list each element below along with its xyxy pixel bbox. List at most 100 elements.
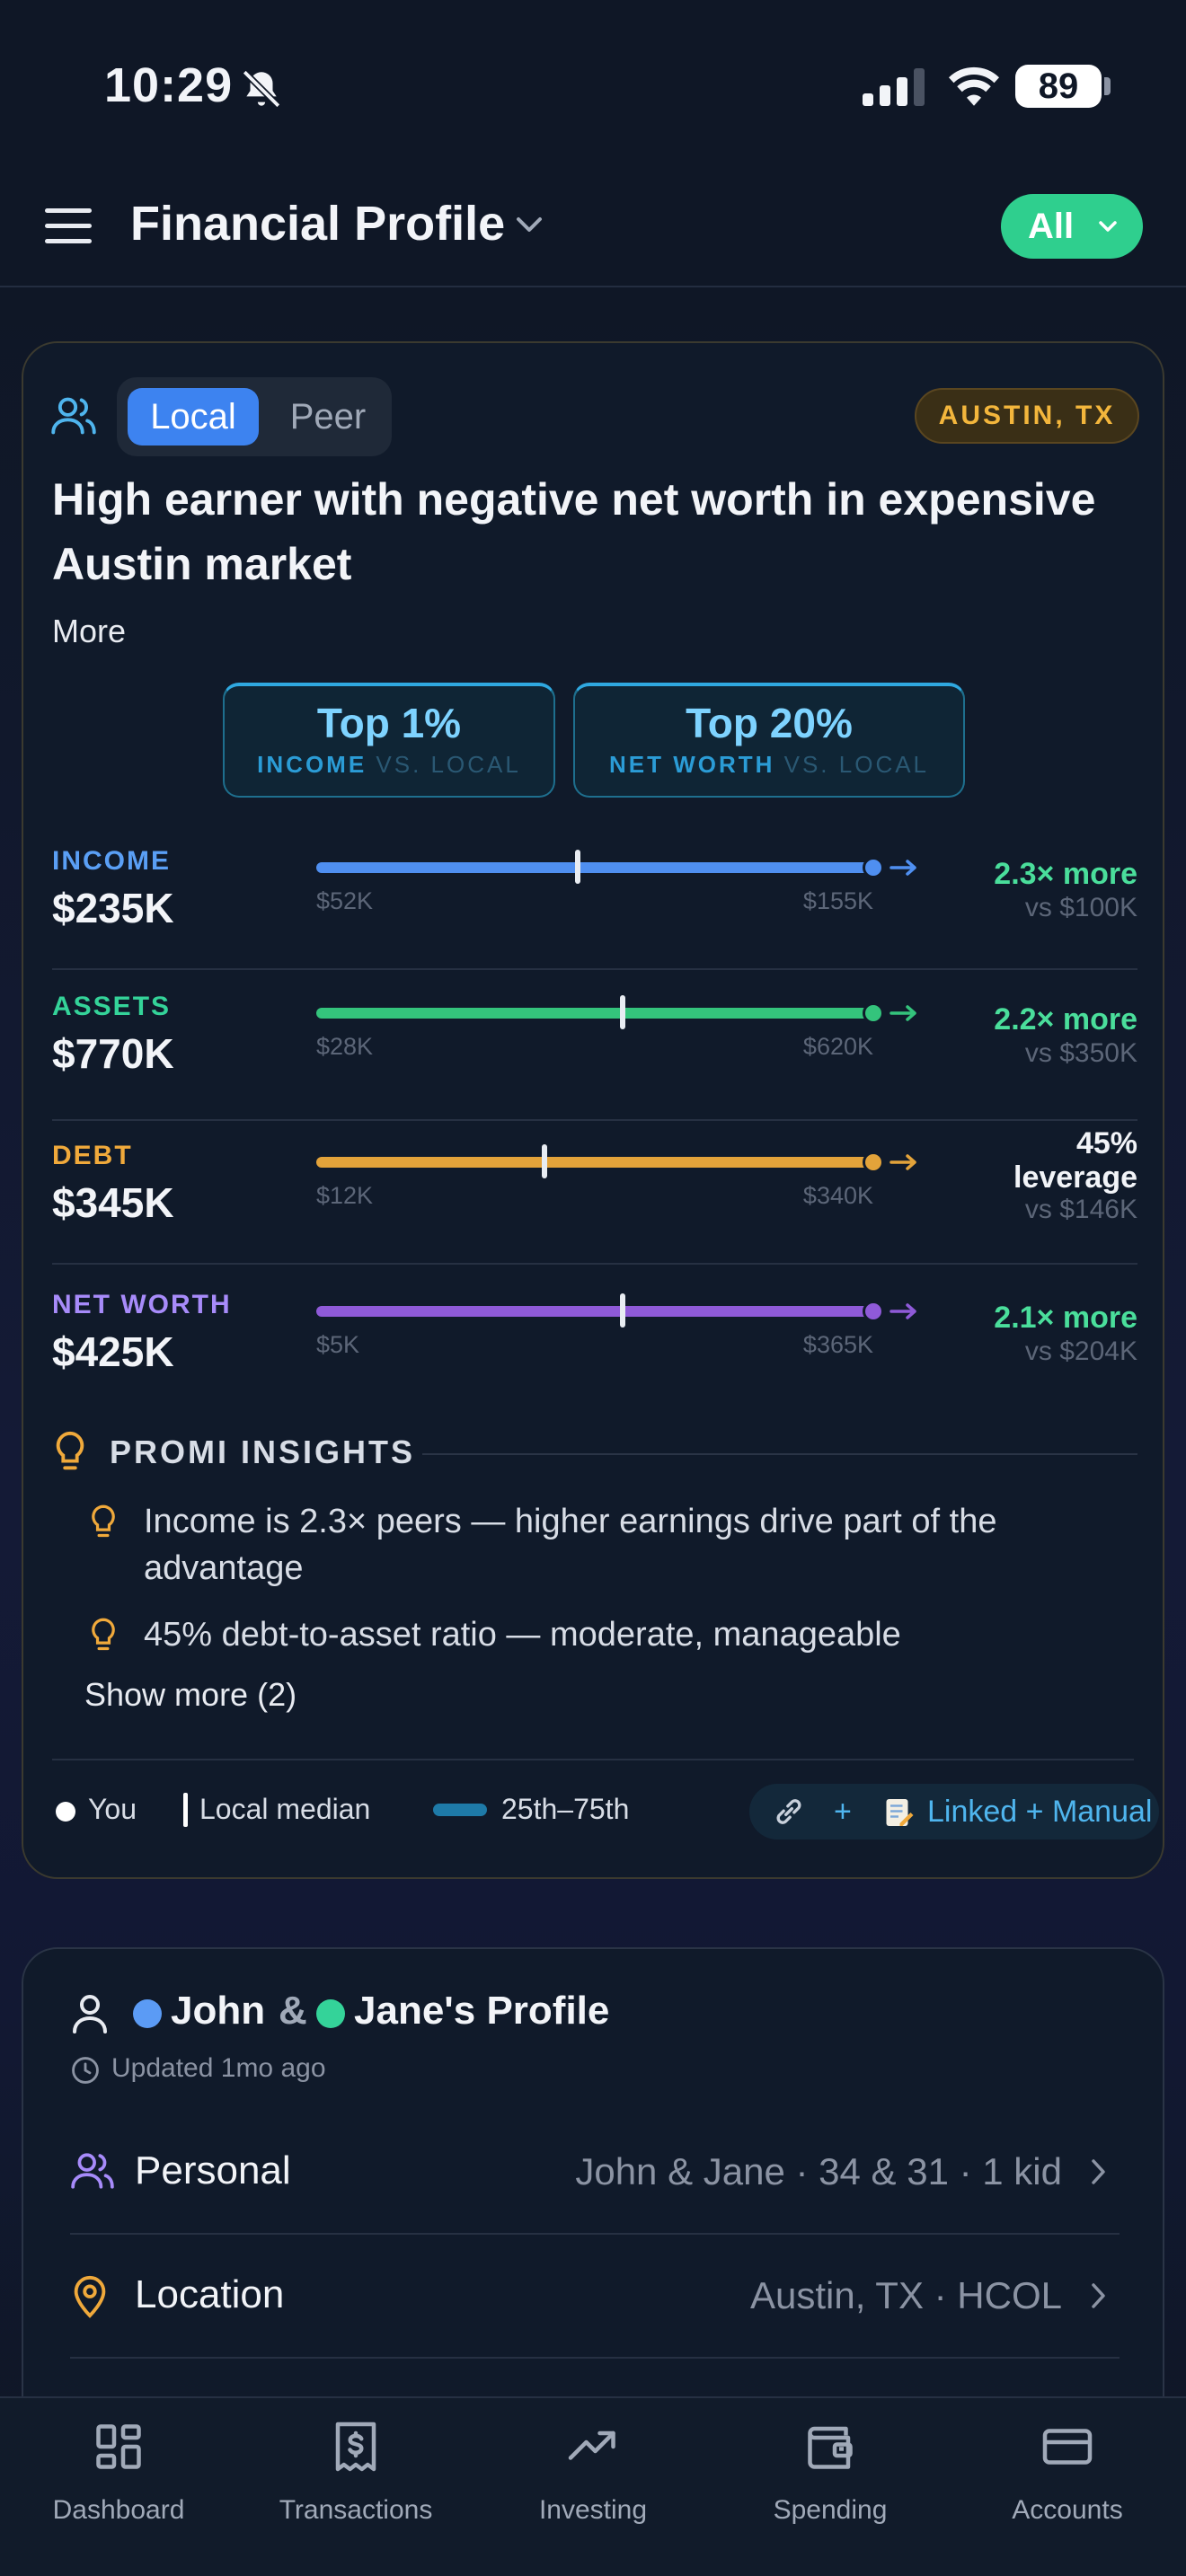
percentile-vs: VS. LOCAL (376, 751, 521, 778)
range-min: $5K (316, 1331, 360, 1358)
more-link[interactable]: More (52, 613, 127, 649)
profile-row-personal[interactable]: Personal John & Jane · 34 & 31 · 1 kid (70, 2111, 1120, 2235)
data-source-pill[interactable]: + Linked + Manual (749, 1784, 1159, 1839)
clock-icon (72, 2057, 99, 2084)
person-icon (73, 1995, 107, 2033)
source-plus: + (834, 1795, 852, 1829)
chevron-right-icon (1092, 2159, 1105, 2184)
chevron-down-icon (1099, 221, 1117, 232)
toggle-local[interactable]: Local (128, 388, 259, 446)
metric-row-net-worth[interactable]: NET WORTH $425K $5K $365K 2.1× more vs $204K (23, 1277, 1166, 1425)
range-min: $28K (316, 1033, 374, 1060)
metric-label: ASSETS (52, 992, 172, 1021)
comparison-value: 2.1× more (994, 1301, 1137, 1335)
page-title[interactable]: Financial Profile (130, 197, 506, 251)
memo-icon (886, 1799, 914, 1826)
metric-label: DEBT (52, 1141, 133, 1170)
median-marker (575, 850, 581, 884)
tab-label: Transactions (279, 2495, 433, 2525)
bottom-tab-bar: Dashboard Transactions Investing Spendin… (0, 2396, 1186, 2576)
percentile-value: Top 20% (686, 700, 853, 746)
battery-indicator: 89 (1015, 65, 1102, 108)
arrow-right-icon (890, 1005, 916, 1021)
people-icon (51, 397, 96, 435)
arrow-right-icon (890, 1154, 916, 1170)
status-time: 10:29 (104, 58, 234, 112)
range-bar (316, 1306, 873, 1317)
arrow-right-icon (890, 1303, 916, 1319)
range-bar (316, 862, 873, 873)
legend-range: 25th–75th (501, 1793, 630, 1825)
benchmark-card: Local Peer AUSTIN, TX High earner with n… (22, 341, 1164, 1879)
range-max: $365K (802, 1331, 873, 1358)
comparison-value: 45% (1075, 1126, 1137, 1160)
filter-label: All (1028, 207, 1075, 246)
legend-range-marker (433, 1804, 487, 1816)
metric-row-debt[interactable]: DEBT $345K $12K $340K 45% leverage vs $146K (23, 1126, 1166, 1275)
map-pin-icon (74, 2276, 106, 2318)
location-badge: AUSTIN, TX (915, 388, 1139, 444)
metric-value: $770K (52, 1030, 174, 1077)
insights-title: PROMI INSIGHTS (110, 1434, 416, 1470)
divider (422, 1453, 1137, 1455)
battery-tip (1104, 77, 1111, 95)
range-max: $155K (802, 887, 873, 914)
median-marker (542, 1144, 548, 1178)
chevron-down-icon[interactable] (514, 214, 544, 235)
card-icon (1042, 2429, 1093, 2465)
wallet-icon (808, 2426, 853, 2469)
percentile-vs: VS. LOCAL (783, 751, 930, 778)
profile-name-a: John (171, 1989, 266, 2033)
app-header: Financial Profile All (0, 171, 1186, 287)
profile-amp: & (279, 1989, 307, 2033)
comparison-baseline: vs $146K (1024, 1195, 1137, 1224)
trend-icon (568, 2430, 615, 2460)
filter-dropdown[interactable]: All (1001, 194, 1143, 259)
row-value: Austin, TX · HCOL (750, 2274, 1062, 2316)
divider (70, 2233, 1120, 2235)
toggle-peer[interactable]: Peer (289, 397, 367, 437)
divider (52, 1263, 1137, 1265)
percentile-value: Top 1% (316, 700, 462, 746)
metric-value: $425K (52, 1328, 174, 1375)
tab-spending[interactable]: Spending (712, 2398, 949, 2576)
range-max: $340K (802, 1182, 873, 1209)
menu-icon[interactable] (45, 207, 93, 246)
arrow-right-icon (890, 860, 916, 876)
insights-header: PROMI INSIGHTS (52, 1430, 1137, 1475)
comparison-value: 2.3× more (994, 857, 1137, 891)
row-label: Personal (135, 2148, 291, 2192)
metric-row-income[interactable]: INCOME $235K $52K $155K 2.3× more vs $100K (23, 834, 1166, 981)
range-min: $12K (316, 1182, 374, 1209)
tab-investing[interactable]: Investing (474, 2398, 712, 2576)
lightbulb-icon (56, 1431, 84, 1470)
signal-icon (863, 68, 925, 106)
row-value: John & Jane · 34 & 31 · 1 kid (575, 2150, 1062, 2192)
range-bar (316, 1157, 873, 1168)
percentile-metric: NET WORTH (608, 751, 775, 778)
metric-value: $235K (52, 885, 174, 931)
insight-text: 45% debt-to-asset ratio — moderate, mana… (144, 1616, 901, 1654)
source-text: Linked + Manual (927, 1795, 1153, 1829)
divider (52, 1119, 1137, 1121)
profile-row-location[interactable]: Location Austin, TX · HCOL (70, 2235, 1120, 2359)
metric-row-assets[interactable]: ASSETS $770K $28K $620K 2.2× more vs $350K (23, 979, 1166, 1126)
bell-muted-icon (242, 69, 281, 109)
insight-text: Income is 2.3× peers — higher earnings d… (144, 1503, 997, 1587)
tab-label: Accounts (1012, 2495, 1123, 2525)
legend-you-marker (56, 1802, 75, 1822)
lightbulb-icon (92, 1504, 115, 1538)
median-marker (620, 995, 625, 1029)
tab-accounts[interactable]: Accounts (949, 2398, 1186, 2576)
jane-color-dot (316, 1999, 345, 2028)
chevron-right-icon (1092, 2283, 1105, 2308)
divider (52, 1759, 1134, 1760)
tab-transactions[interactable]: Transactions (237, 2398, 474, 2576)
status-bar: 10:29 89 (0, 0, 1186, 171)
comparison-baseline: vs $204K (1024, 1337, 1137, 1366)
chart-legend: You Local median 25th–75th + Linked + Ma… (52, 1780, 1159, 1843)
comparison-value: 2.2× more (994, 1002, 1137, 1037)
show-more-button[interactable]: Show more (2) (84, 1676, 297, 1713)
tab-dashboard[interactable]: Dashboard (0, 2398, 237, 2576)
legend-median: Local median (199, 1793, 371, 1825)
